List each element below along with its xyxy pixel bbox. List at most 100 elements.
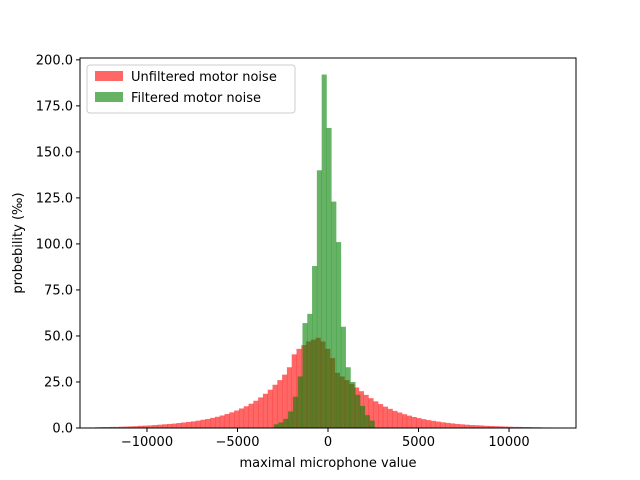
bar-unfiltered-60 [373,401,379,428]
bar-unfiltered-12 [142,425,149,428]
bar-unfiltered-29 [224,414,230,428]
bar-filtered-10 [321,74,327,428]
legend-label-filtered: Filtered motor noise [131,91,261,106]
bar-unfiltered-18 [171,423,177,428]
legend-box [86,64,296,114]
y-axis-label: probebility (‰) [11,192,26,293]
bar-unfiltered-9 [128,426,134,428]
legend-swatch-filtered [95,92,123,102]
bar-unfiltered-43 [291,354,297,428]
bar-unfiltered-7 [119,426,125,428]
bar-unfiltered-70 [421,419,427,428]
bar-unfiltered-86 [497,426,504,428]
x-axis-label: maximal microphone value [239,456,416,471]
bar-filtered-1 [278,422,284,428]
bar-filtered-20 [369,420,375,428]
bar-unfiltered-79 [464,424,470,428]
legend-label-unfiltered: Unfiltered motor noise [131,70,277,85]
bar-filtered-15 [345,367,351,428]
bar-unfiltered-84 [488,425,494,428]
bar-unfiltered-27 [214,416,221,428]
x-tick-label: 0 [324,435,332,450]
bar-unfiltered-23 [195,420,201,428]
bar-unfiltered-15 [157,424,163,428]
bar-unfiltered-77 [454,423,460,428]
bar-unfiltered-11 [138,425,144,428]
bar-unfiltered-82 [478,425,484,428]
bar-unfiltered-58 [363,394,369,428]
bar-filtered-17 [355,394,361,428]
bar-unfiltered-24 [200,419,206,428]
ticks-layer: −10000 −5000 0 5000 10000 0.0 25.0 50.0 75.0 100.… [36,53,530,450]
x-tick-label: 5000 [402,435,435,450]
bar-unfiltered-26 [210,417,216,428]
legend: Unfiltered motor noise Filtered motor no… [86,64,296,114]
bar-unfiltered-62 [382,406,388,428]
bar-unfiltered-71 [426,420,432,428]
bar-filtered-16 [350,381,356,428]
bar-filtered-19 [364,415,370,428]
bars-layer [85,74,556,428]
y-tick-label: 125.0 [36,191,73,206]
bar-unfiltered-85 [493,426,499,428]
bar-unfiltered-81 [473,425,480,428]
bar-filtered-5 [297,376,303,428]
bar-filtered-2 [283,418,289,428]
bar-filtered-14 [340,326,346,428]
bar-unfiltered-30 [229,412,235,428]
bar-unfiltered-34 [248,403,254,428]
bar-unfiltered-8 [123,426,129,428]
bar-unfiltered-65 [397,412,403,428]
bar-unfiltered-10 [133,426,139,428]
bar-unfiltered-61 [378,404,384,428]
bar-unfiltered-19 [176,423,182,428]
bar-unfiltered-13 [147,425,153,428]
y-tick-label: 150.0 [36,145,73,160]
bar-unfiltered-76 [450,423,456,428]
bar-unfiltered-59 [368,398,374,428]
bar-filtered-11 [326,127,332,428]
bar-unfiltered-25 [205,418,211,428]
bar-unfiltered-32 [238,408,245,428]
bar-unfiltered-17 [166,423,173,428]
y-tick-label: 100.0 [36,237,73,252]
bar-unfiltered-73 [435,421,441,428]
bar-unfiltered-28 [219,415,225,428]
bar-filtered-18 [360,405,366,428]
bar-unfiltered-37 [262,393,269,428]
bar-filtered-7 [307,313,313,428]
bar-unfiltered-74 [440,422,446,428]
bar-unfiltered-68 [411,416,417,428]
bar-unfiltered-6 [114,426,120,428]
bar-unfiltered-72 [430,420,436,428]
bar-unfiltered-16 [162,424,168,428]
bar-filtered-6 [302,323,308,428]
legend-swatch-unfiltered [95,71,123,81]
y-tick-label: 175.0 [36,99,73,114]
y-tick-label: 75.0 [44,283,73,298]
bar-unfiltered-88 [507,426,513,428]
bar-unfiltered-31 [234,410,240,428]
axes-frame [79,57,577,429]
bar-unfiltered-21 [186,421,192,428]
y-tick-label: 0.0 [52,422,73,437]
bar-unfiltered-38 [267,389,273,428]
bar-unfiltered-14 [152,425,158,428]
bar-unfiltered-22 [190,421,197,428]
bar-unfiltered-89 [512,426,518,428]
bar-filtered-12 [331,201,337,428]
bar-unfiltered-63 [387,408,393,428]
y-tick-label: 200.0 [36,53,73,68]
bar-unfiltered-69 [416,418,422,428]
bar-unfiltered-41 [282,374,288,428]
bar-unfiltered-5 [109,426,115,428]
bar-unfiltered-87 [502,426,508,428]
bar-filtered-13 [336,242,342,428]
bar-filtered-3 [288,411,294,428]
y-tick-label: 25.0 [44,375,73,390]
bar-unfiltered-40 [277,380,283,428]
x-tick-label: 10000 [488,435,529,450]
bar-unfiltered-67 [406,415,412,428]
bar-filtered-0 [273,424,279,428]
